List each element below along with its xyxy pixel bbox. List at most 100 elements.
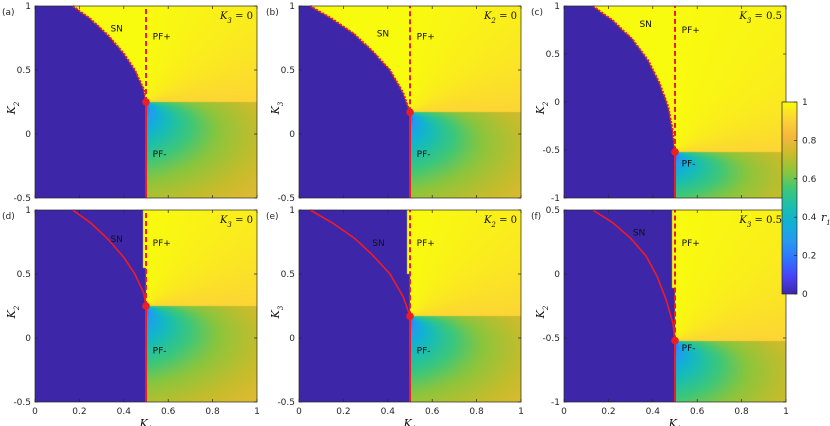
critical-point [142, 98, 150, 106]
panel-b: SN PF+ PF- (b) K2 = 0 -0.5 0 0.5 1 K3 [266, 2, 522, 204]
x-tick-label: 0.6 [161, 407, 176, 417]
panel-label: (f) [531, 212, 541, 222]
critical-point [142, 302, 150, 310]
panel-label: (d) [2, 212, 15, 222]
x-tick-label: 0.8 [734, 407, 749, 417]
corner-label: K3 = 0 [219, 215, 253, 229]
y-tick-label: 0 [25, 334, 31, 344]
y-tick-label: 0.5 [281, 66, 295, 76]
annotation-pfplus: PF+ [417, 32, 435, 42]
annotation-sn: SN [377, 30, 389, 40]
panel-label: (c) [531, 8, 543, 18]
y-tick-label: -0.5 [13, 398, 31, 408]
x-tick-label: 0.4 [646, 407, 661, 417]
axes-frame [34, 5, 258, 199]
x-tick-label: 1 [254, 407, 260, 417]
corner-label: K2 = 0 [483, 11, 517, 25]
panel-d: SN PF+PF-(d) K3 = 0-0.500.510 0.2 0.4 0.6 0.8 1… [2, 206, 260, 426]
y-axis-label: K2 [534, 305, 550, 319]
corner-label: K3 = 0 [219, 11, 253, 25]
y-axis-label: K2 [534, 101, 550, 115]
x-tick-label: 0.6 [425, 407, 440, 417]
x-tick-label: 0 [561, 407, 567, 417]
y-tick-label: 1 [25, 2, 31, 12]
panel-f: SN PF+ PF- (f) K3 = 0.5 -1 -0.5 0 0.5 0 0.2 0.4 0.6 0… [531, 206, 789, 426]
corner-label: K3 = 0.5 [738, 11, 782, 25]
annotation-sn: SN [110, 235, 122, 245]
y-tick-label: -0.5 [277, 194, 295, 204]
x-tick-label: 0.8 [205, 407, 220, 417]
y-tick-label: 0 [554, 270, 560, 280]
panel-a: SN PF+ PF- (a) K3 = 0 -0.5 0 0.5 1 K2 [2, 2, 258, 204]
panel-c: SN PF+ PF- (c) K3 = 0.5 -1 -0.5 0 0.5 1 K2 [531, 2, 787, 204]
x-tick-label: 0.6 [690, 407, 705, 417]
critical-point [406, 312, 414, 321]
sn-curve [309, 209, 411, 317]
annotation-pfminus: PF- [682, 159, 696, 169]
y-tick-label: 1 [289, 206, 295, 216]
y-tick-label: -0.5 [277, 398, 295, 408]
x-axis-label: K1 [139, 417, 153, 426]
x-axis-label: K1 [668, 417, 682, 426]
annotation-pfminus: PF- [682, 344, 696, 354]
axes-frame [298, 209, 522, 403]
colorbar-tick-label: 0.2 [802, 252, 816, 262]
annotation-pfminus: PF- [417, 150, 431, 160]
colorbar-bar [781, 101, 798, 295]
y-tick-label: 0 [289, 130, 295, 140]
y-tick-label: 1 [554, 2, 560, 12]
annotation-pfplus: PF+ [153, 32, 171, 42]
y-axis-label: K2 [5, 101, 21, 115]
y-tick-label: 0 [25, 130, 31, 140]
axes-frame [563, 209, 787, 403]
y-tick-label: 0 [289, 334, 295, 344]
annotation-pfplus: PF+ [153, 239, 171, 249]
x-tick-label: 0.4 [381, 407, 396, 417]
critical-point [406, 108, 414, 117]
critical-point [671, 336, 679, 345]
y-tick-label: -0.5 [542, 146, 560, 156]
y-tick-label: 0 [554, 98, 560, 108]
annotation-pfminus: PF- [153, 150, 167, 160]
y-axis-label: K2 [5, 305, 21, 319]
annotation-pfminus: PF- [417, 346, 431, 356]
x-tick-label: 1 [518, 407, 524, 417]
y-tick-label: 0.5 [546, 206, 560, 216]
colorbar-tick-label: 0.4 [802, 213, 817, 223]
colorbar-tick-label: 0.8 [802, 136, 817, 146]
annotation-pfplus: PF+ [417, 239, 435, 249]
y-tick-label: 1 [25, 206, 31, 216]
corner-label: K2 = 0 [483, 215, 517, 229]
x-tick-label: 0.2 [336, 407, 350, 417]
colorbar-label: r1 [821, 211, 830, 227]
x-tick-label: 0.2 [601, 407, 615, 417]
colorbar-tick-label: 0 [802, 290, 808, 300]
axes-frame [34, 209, 258, 403]
annotation-sn: SN [110, 25, 122, 35]
annotation-pfplus: PF+ [682, 239, 700, 249]
panel-label: (e) [266, 212, 279, 222]
sn-curve [592, 209, 676, 341]
y-tick-label: -0.5 [13, 194, 31, 204]
colorbar-tick-label: 0.6 [802, 175, 817, 185]
panel-label: (a) [2, 8, 15, 18]
annotation-pfminus: PF- [153, 346, 167, 356]
y-tick-label: -1 [551, 398, 560, 408]
y-axis-label: K3 [269, 305, 285, 319]
panel-e: SN PF+PF-(e) K2 = 0-0.500.510 0.2 0.4 0.6 0.8 1… [266, 206, 524, 426]
colorbar: 0 0.2 0.4 0.6 0.8 1 r1 [781, 98, 830, 300]
annotation-sn: SN [372, 239, 384, 249]
colorbar-tick-label: 1 [802, 98, 808, 108]
annotation-pfplus: PF+ [682, 26, 700, 36]
sn-curve [72, 209, 147, 307]
x-tick-label: 1 [783, 407, 789, 417]
y-tick-label: 0.5 [17, 66, 31, 76]
axes-frame [298, 5, 522, 199]
x-axis-label: K1 [403, 417, 417, 426]
critical-point [671, 148, 679, 156]
sn-curve [592, 5, 676, 153]
x-tick-label: 0 [296, 407, 302, 417]
panel-label: (b) [266, 8, 279, 18]
annotation-sn: SN [639, 20, 651, 30]
